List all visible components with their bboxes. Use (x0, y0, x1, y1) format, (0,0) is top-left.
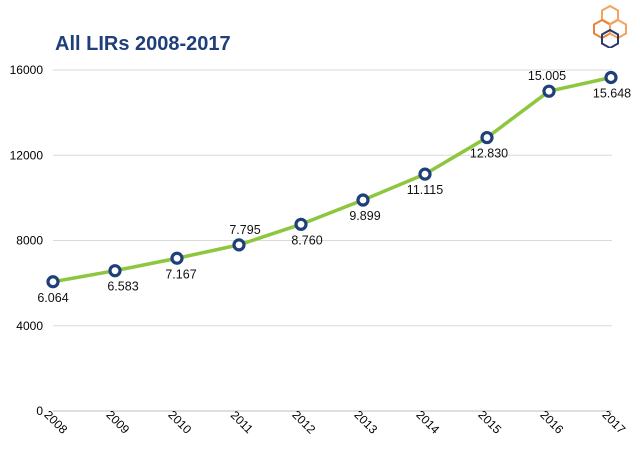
data-label: 11.115 (407, 183, 443, 197)
hexagon-cluster-logo-icon (593, 4, 627, 48)
data-label: 12.830 (470, 147, 508, 161)
chart-title: All LIRs 2008-2017 (55, 33, 231, 55)
x-tick-label: 2014 (413, 408, 442, 437)
y-tick-label: 0 (36, 404, 43, 418)
x-tick-label: 2012 (289, 408, 318, 437)
data-point (418, 167, 432, 181)
data-point (232, 238, 246, 252)
data-label: 15.648 (593, 87, 631, 101)
data-label: 8.760 (291, 233, 322, 247)
data-point (604, 70, 618, 85)
data-label: 6.583 (107, 280, 138, 294)
data-label: 15.005 (528, 69, 566, 83)
data-label: 9.899 (349, 209, 380, 223)
data-point (108, 264, 122, 278)
x-tick-label: 2017 (599, 408, 628, 437)
y-tick-label: 12000 (10, 148, 44, 162)
x-tick-label: 2015 (475, 408, 504, 437)
data-label: 7.167 (165, 267, 196, 281)
y-tick-label: 8000 (16, 234, 43, 248)
data-point (480, 130, 494, 145)
data-point (170, 251, 184, 265)
data-point (356, 193, 370, 207)
x-tick-label: 2013 (351, 408, 380, 437)
data-label: 6.064 (37, 291, 68, 305)
x-tick-label: 2011 (228, 408, 256, 436)
data-point (542, 84, 556, 98)
data-point (294, 217, 308, 231)
series-line (52, 75, 612, 284)
y-tick-label: 4000 (16, 319, 43, 333)
data-label: 7.795 (229, 223, 260, 237)
data-point (46, 275, 60, 289)
x-tick-label: 2008 (41, 408, 70, 437)
x-tick-label: 2009 (103, 408, 132, 437)
y-tick-label: 16000 (10, 63, 44, 77)
x-tick-label: 2016 (537, 408, 566, 437)
x-tick-label: 2010 (165, 408, 194, 437)
